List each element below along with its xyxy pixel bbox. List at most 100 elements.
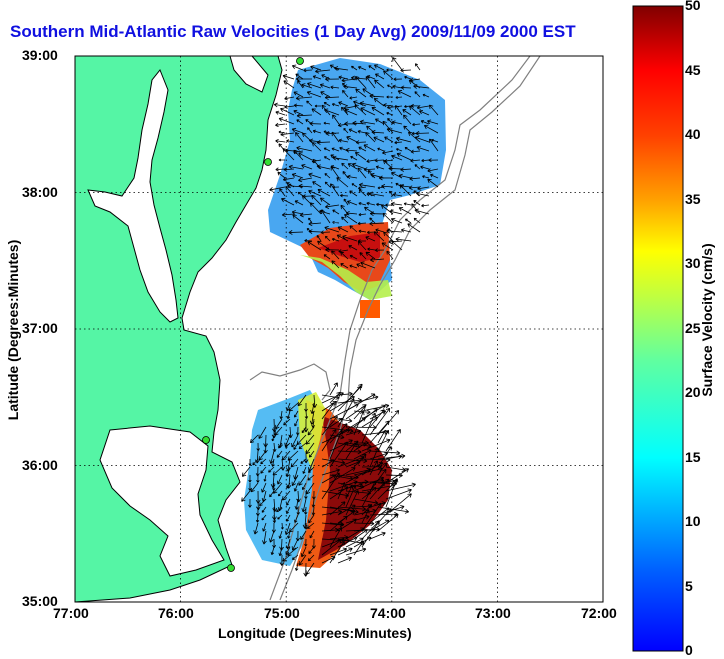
velocity-arrow [298, 442, 307, 450]
velocity-arrow [311, 194, 322, 206]
velocity-arrow [269, 490, 275, 498]
y-tick-label: 39:00 [22, 47, 58, 63]
velocity-arrow [271, 434, 275, 442]
velocity-arrow [301, 426, 307, 434]
velocity-arrow [329, 486, 349, 500]
velocity-arrow [331, 102, 340, 107]
velocity-arrow [422, 93, 430, 98]
velocity-arrow [371, 129, 385, 135]
velocity-arrow [368, 65, 376, 71]
velocity-arrow [427, 168, 439, 173]
velocity-arrow [386, 228, 403, 234]
velocity-arrow [307, 466, 315, 473]
velocity-arrow [256, 474, 260, 483]
velocity-arrow [308, 514, 315, 524]
velocity-arrow [294, 418, 299, 427]
velocity-arrow [351, 162, 367, 170]
velocity-arrow [358, 229, 367, 233]
x-tick-label: 76:00 [158, 605, 194, 621]
velocity-arrow [297, 191, 304, 197]
velocity-arrow [301, 164, 313, 170]
velocity-arrow [369, 211, 385, 217]
velocity-arrow [286, 538, 291, 550]
velocity-arrow [323, 130, 331, 134]
velocity-arrow [390, 201, 403, 207]
velocity-arrow [312, 181, 322, 188]
x-tick-label: 77:00 [53, 605, 89, 621]
velocity-arrow [252, 458, 259, 466]
velocity-arrow [337, 547, 353, 556]
velocity-arrow [311, 506, 316, 516]
velocity-arrow [324, 173, 331, 179]
velocity-arrow [261, 482, 267, 493]
velocity-arrow [358, 212, 367, 217]
y-tick-label: 35:00 [22, 593, 58, 609]
velocity-arrow [295, 132, 304, 143]
velocity-arrow [308, 172, 322, 179]
velocity-arrow [291, 64, 304, 71]
velocity-arrow [404, 146, 412, 152]
y-tick-label: 38:00 [22, 184, 58, 200]
velocity-arrow [344, 121, 358, 127]
north-patch-tip [360, 300, 380, 318]
velocity-arrow [345, 490, 359, 516]
velocity-arrow [420, 119, 430, 125]
north-edge [300, 255, 392, 300]
velocity-arrow [282, 148, 295, 161]
velocity-arrow [370, 172, 385, 179]
velocity-arrow [337, 385, 362, 412]
velocity-arrow [323, 254, 331, 260]
velocity-arrow [357, 65, 367, 71]
velocity-arrow [300, 530, 307, 540]
velocity-arrow [369, 420, 390, 444]
delaware-bay [229, 56, 269, 93]
colorbar [632, 5, 684, 652]
velocity-arrow [377, 513, 399, 532]
velocity-arrow [371, 106, 385, 116]
velocity-arrow [305, 434, 315, 445]
velocity-arrow [377, 430, 386, 444]
velocity-arrow [396, 148, 403, 152]
velocity-arrow [384, 136, 394, 143]
velocity-arrow [364, 206, 376, 215]
velocity-arrow [309, 530, 315, 539]
velocity-arrow [340, 193, 349, 198]
south-edge [298, 392, 326, 470]
velocity-arrow [348, 244, 358, 251]
colorbar-label: Surface Velocity (cm/s) [699, 243, 715, 397]
velocity-arrow [329, 441, 348, 468]
velocity-arrow [412, 122, 421, 127]
velocity-arrow [352, 120, 367, 126]
velocity-arrow [316, 164, 331, 170]
velocity-arrow [414, 135, 430, 143]
velocity-arrow [428, 158, 439, 163]
velocity-arrow [295, 73, 304, 80]
velocity-arrow [316, 140, 331, 145]
velocity-arrow [377, 508, 392, 524]
velocity-arrow [330, 85, 340, 90]
velocity-arrow [389, 190, 394, 197]
velocity-arrow [324, 235, 331, 242]
velocity-arrow [373, 64, 385, 71]
velocity-arrow [377, 410, 400, 436]
velocity-arrow [366, 159, 376, 163]
velocity-arrow [417, 186, 430, 191]
colorbar-tick-label: 0 [685, 642, 693, 658]
velocity-arrow [337, 449, 362, 455]
velocity-arrow [369, 93, 385, 99]
velocity-arrow [411, 203, 421, 215]
velocity-arrow [337, 506, 367, 512]
velocity-arrow [369, 481, 386, 500]
velocity-arrow [407, 223, 421, 233]
velocity-arrow [315, 68, 331, 74]
velocity-arrow [404, 75, 412, 80]
velocity-arrow [288, 402, 299, 412]
y-tick-label: 37:00 [22, 320, 58, 336]
velocity-arrow [341, 77, 358, 83]
velocity-arrow [353, 405, 366, 420]
velocity-arrow [262, 530, 267, 545]
velocity-arrow [329, 382, 338, 396]
velocity-arrow [311, 142, 322, 152]
velocity-arrow [330, 166, 340, 179]
